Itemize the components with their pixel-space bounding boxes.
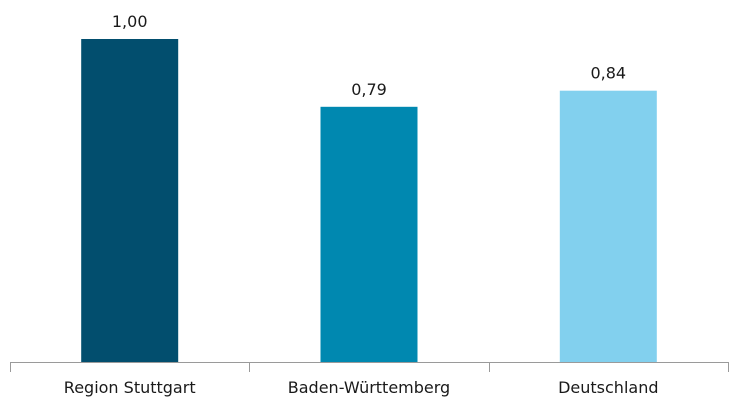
bars-layer: [81, 39, 657, 362]
bar-value-label-2: 0,84: [590, 64, 626, 83]
x-axis-tick-labels: Region Stuttgart Baden-Württemberg Deutsch…: [64, 378, 659, 397]
bar-value-label-1: 0,79: [351, 80, 387, 99]
x-tick-label-1: Baden-Württemberg: [288, 378, 450, 397]
value-labels-layer: 1,00 0,79 0,84: [112, 12, 626, 99]
bar-2: [559, 90, 657, 362]
bar-1: [320, 106, 418, 362]
bar-value-label-0: 1,00: [112, 12, 148, 31]
x-axis-ticks: [10, 362, 729, 372]
bar-0: [81, 39, 179, 362]
x-tick-label-0: Region Stuttgart: [64, 378, 196, 397]
x-tick-label-2: Deutschland: [558, 378, 658, 397]
